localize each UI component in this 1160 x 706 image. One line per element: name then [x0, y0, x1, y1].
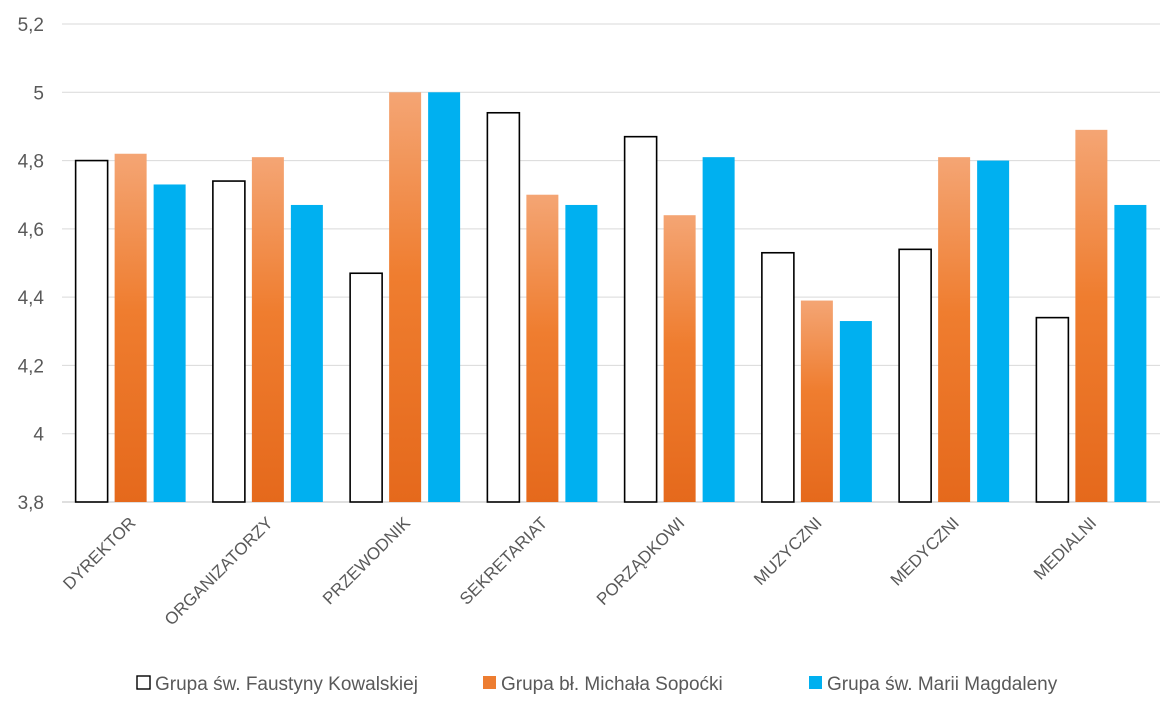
legend-label: Grupa bł. Michała Sopoćki: [501, 674, 723, 695]
bar: [938, 157, 971, 502]
y-tick-label: 5,2: [18, 15, 44, 36]
y-tick-label: 5: [33, 83, 44, 104]
x-category-label: DYREKTOR: [59, 513, 139, 593]
legend-label: Grupa św. Faustyny Kowalskiej: [155, 674, 418, 695]
bar: [839, 321, 872, 502]
legend-swatch: [483, 676, 496, 689]
bar: [1075, 129, 1108, 503]
bar: [663, 215, 696, 502]
legend-swatch: [136, 675, 151, 690]
x-category-label: ORGANIZATORZY: [161, 513, 277, 629]
legend-swatch: [809, 676, 822, 689]
x-category-label: PORZĄDKOWI: [593, 513, 689, 609]
bar: [526, 194, 559, 502]
y-tick-label: 4,6: [18, 220, 44, 241]
y-tick-label: 4: [33, 425, 44, 446]
x-category-label: PRZEWODNIK: [319, 513, 414, 608]
legend-label: Grupa św. Marii Magdaleny: [827, 674, 1058, 695]
bar: [702, 157, 735, 502]
bar: [761, 251, 795, 503]
bar: [290, 204, 323, 502]
y-tick-label: 4,4: [18, 288, 45, 309]
bar: [1114, 204, 1147, 502]
bar: [486, 111, 521, 503]
x-axis: DYREKTOR ORGANIZATORZY PRZEWODNIK SEKRETARI…: [59, 513, 1100, 629]
bar: [623, 135, 658, 503]
bar: [251, 157, 284, 502]
bar: [977, 160, 1010, 503]
x-category-label: MUZYCZNI: [750, 513, 826, 589]
bar: [1035, 316, 1070, 503]
bar: [212, 180, 246, 503]
bars: [74, 92, 1147, 503]
bar: [428, 92, 461, 503]
y-tick-label: 3,8: [18, 493, 44, 514]
y-tick-label: 4,2: [18, 356, 44, 377]
bar: [898, 248, 932, 503]
bar: [389, 92, 422, 503]
bar: [800, 300, 833, 502]
x-category-label: MEDYCZNI: [887, 513, 963, 589]
bar: [114, 153, 147, 502]
y-tick-label: 4,8: [18, 152, 44, 173]
bar: [349, 272, 383, 503]
x-category-label: SEKRETARIAT: [456, 513, 551, 608]
bar: [153, 184, 186, 502]
y-axis: 3,8 4 4,2 4,4 4,6 4,8 5 5,2: [18, 15, 45, 514]
bar: [74, 159, 109, 503]
bar: [565, 204, 598, 502]
x-category-label: MEDIALNI: [1030, 513, 1100, 583]
legend: Grupa św. Faustyny Kowalskiej Grupa bł. M…: [136, 674, 1058, 695]
